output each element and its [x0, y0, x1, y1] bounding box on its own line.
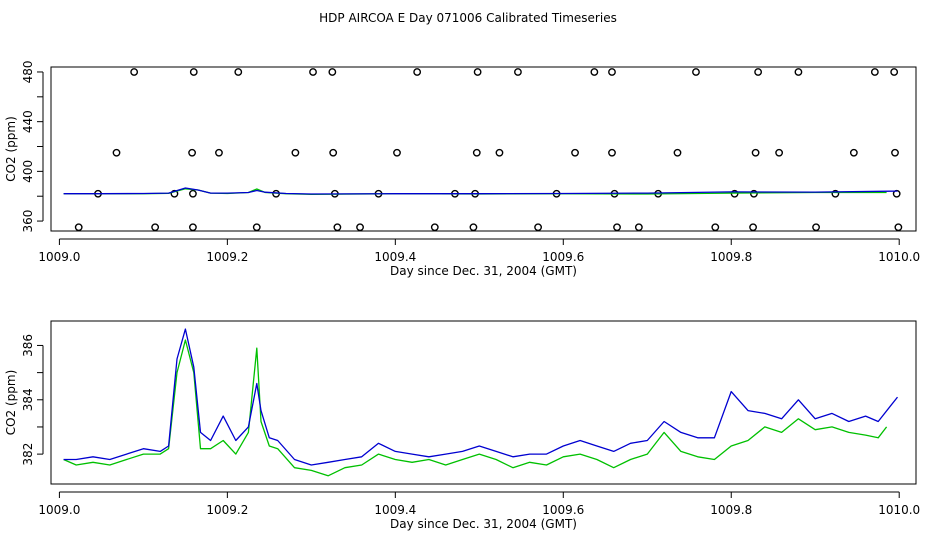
calibration-point [514, 68, 522, 76]
y-axis-label: CO2 (ppm) [4, 370, 18, 436]
calibration-point [252, 223, 261, 232]
calibration-point [711, 223, 720, 232]
calibration-point [309, 68, 317, 76]
calibration-point [356, 223, 364, 232]
calibration-point [189, 68, 198, 76]
calibration-point [393, 148, 401, 157]
x-tick-label: 1009.4 [374, 250, 416, 264]
y-tick-label: 480 [21, 61, 35, 84]
calibration-point [234, 68, 243, 76]
calibration-point [891, 148, 899, 157]
y-tick-label: 440 [21, 110, 35, 133]
calibration-point [870, 68, 879, 76]
calibration-point [189, 189, 197, 198]
y-tick-label: 400 [21, 160, 35, 183]
panel-calibration-scatter: 1009.0 1009.2 1009.4 1009.6 1009.8 1010.0 360 4… [4, 61, 920, 278]
calibration-point [469, 223, 478, 232]
x-tick-label: 1010.0 [878, 250, 920, 264]
calibration-point [328, 68, 337, 76]
y-tick-label: 384 [21, 388, 35, 411]
calibration-point [472, 148, 481, 157]
x-tick-label: 1009.8 [710, 250, 752, 264]
calibration-point [849, 148, 858, 157]
calibration-point [215, 148, 223, 157]
x-tick-label: 1009.6 [542, 503, 584, 517]
x-tick-label: 1009.2 [206, 250, 248, 264]
panel-co2-timeseries: 1009.0 1009.2 1009.4 1009.6 1009.8 1010.0 382 3… [4, 320, 920, 531]
x-tick-label: 1009.2 [206, 503, 248, 517]
calibration-point [890, 68, 899, 76]
calibration-point [754, 68, 763, 76]
calibration-point [74, 223, 83, 232]
series-line-co2-blue [63, 328, 899, 466]
calibration-point [831, 189, 840, 198]
series-line-co2-green [63, 339, 888, 477]
calibration-point [495, 148, 504, 157]
calibration-point [112, 148, 121, 157]
calibration-point [812, 223, 820, 232]
calibration-point [291, 148, 300, 157]
calibration-point [590, 68, 599, 76]
y-tick-label: 382 [21, 443, 35, 466]
x-tick-label: 1009.0 [38, 250, 80, 264]
x-tick-label: 1009.4 [374, 503, 416, 517]
calibration-point [473, 68, 482, 76]
calibration-point [634, 223, 643, 232]
calibration-point [430, 223, 439, 232]
calibration-point [794, 68, 803, 76]
x-axis-label: Day since Dec. 31, 2004 (GMT) [390, 264, 577, 278]
series-line-co2-blue [63, 187, 898, 195]
calibration-point [775, 148, 784, 157]
calibration-point [613, 223, 621, 232]
calibration-point [751, 148, 760, 157]
calibration-point [692, 68, 700, 76]
x-tick-label: 1009.0 [38, 503, 80, 517]
x-tick-label: 1010.0 [878, 503, 920, 517]
calibration-point [333, 223, 342, 232]
plot-frame [50, 320, 917, 485]
calibration-point [894, 223, 903, 232]
figure-title: HDP AIRCOA E Day 071006 Calibrated Times… [319, 11, 617, 25]
calibration-point [189, 223, 197, 232]
calibration-point [750, 189, 758, 198]
calibration-point [673, 148, 682, 157]
y-tick-label: 360 [21, 210, 35, 233]
calibration-point [188, 148, 196, 157]
calibration-point [571, 148, 579, 157]
calibration-point [608, 148, 616, 157]
plot-frame [50, 66, 917, 232]
x-axis-label: Day since Dec. 31, 2004 (GMT) [390, 517, 577, 531]
calibration-point [329, 148, 338, 157]
x-tick-label: 1009.6 [542, 250, 584, 264]
calibration-point [608, 68, 616, 76]
y-axis-label: CO2 (ppm) [4, 116, 18, 182]
calibration-point [170, 189, 179, 198]
calibration-point [534, 223, 542, 232]
y-tick-label: 386 [21, 334, 35, 357]
x-tick-label: 1009.8 [710, 503, 752, 517]
calibration-point [130, 68, 139, 76]
calibration-point [749, 223, 757, 232]
calibration-point [151, 223, 160, 232]
calibration-point [413, 68, 422, 76]
